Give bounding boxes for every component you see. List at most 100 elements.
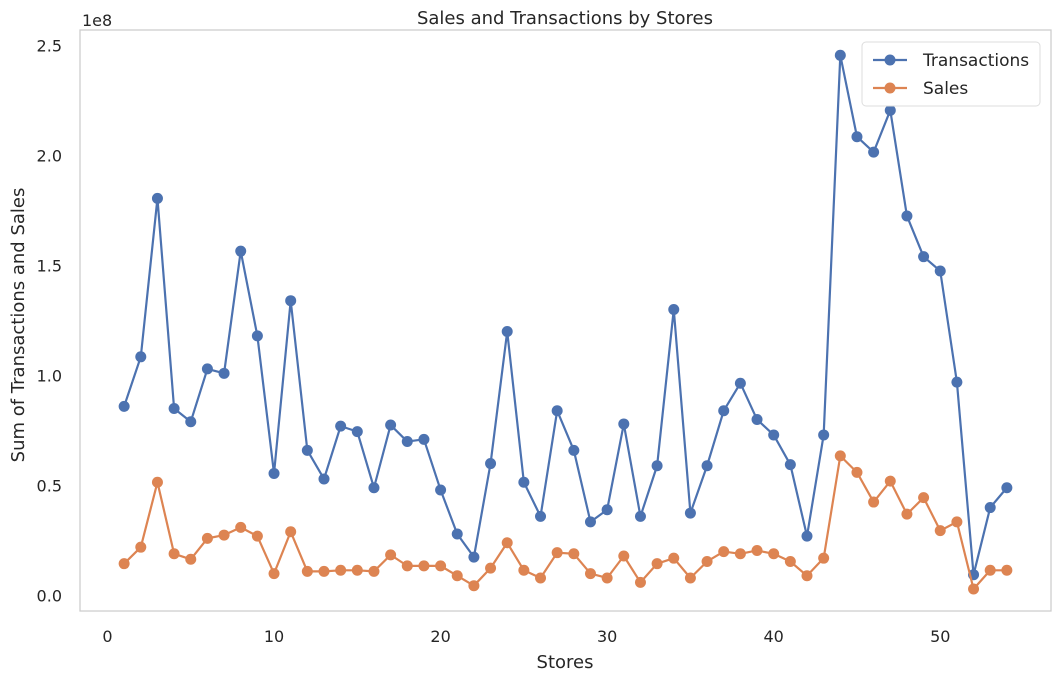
data-point: [834, 49, 846, 61]
data-point: [451, 528, 463, 540]
data-point: [301, 565, 313, 577]
data-point: [268, 568, 280, 580]
data-point: [934, 525, 946, 537]
data-point: [868, 146, 880, 158]
data-point: [368, 565, 380, 577]
data-point: [934, 265, 946, 277]
data-point: [751, 544, 763, 556]
data-point: [318, 473, 330, 485]
data-point: [1001, 564, 1013, 576]
data-point: [601, 572, 613, 584]
data-point: [201, 363, 213, 375]
data-point: [884, 104, 896, 116]
data-point: [784, 459, 796, 471]
data-point: [518, 476, 530, 488]
data-point: [818, 429, 830, 441]
data-point: [151, 476, 163, 488]
data-point: [301, 444, 313, 456]
y-tick-label: 2.0: [37, 146, 62, 165]
data-point: [668, 304, 680, 315]
data-point: [351, 564, 363, 576]
data-point: [801, 530, 813, 542]
legend-sales-marker: [884, 82, 896, 94]
data-point: [135, 351, 147, 363]
data-point: [468, 551, 480, 563]
data-point: [251, 530, 263, 542]
data-point: [335, 420, 347, 432]
data-point: [368, 482, 380, 494]
data-point: [251, 330, 263, 342]
data-point: [201, 532, 213, 544]
data-point: [435, 484, 447, 496]
data-point: [568, 444, 580, 456]
data-point: [485, 562, 497, 574]
data-point: [684, 572, 696, 584]
x-tick-label: 50: [930, 627, 950, 646]
plot-area: [79, 29, 1052, 612]
data-point: [868, 496, 880, 508]
data-point: [535, 572, 547, 584]
data-point: [701, 555, 713, 567]
series-layer: [118, 49, 1013, 595]
data-point: [568, 548, 580, 560]
data-point: [468, 580, 480, 592]
data-point: [718, 546, 730, 558]
data-point: [768, 548, 780, 560]
data-point: [818, 552, 830, 564]
data-point: [501, 326, 513, 337]
x-axis-label: Stores: [537, 652, 594, 673]
data-point: [168, 548, 180, 560]
data-point: [634, 576, 646, 588]
data-point: [218, 367, 230, 379]
data-point: [551, 547, 563, 559]
data-point: [535, 510, 547, 522]
data-point: [684, 507, 696, 519]
data-point: [918, 251, 930, 263]
data-point: [385, 549, 397, 561]
data-point: [651, 460, 663, 472]
data-point: [984, 502, 996, 514]
data-point: [784, 555, 796, 567]
data-point: [951, 516, 963, 528]
data-point: [485, 458, 497, 470]
data-point: [151, 192, 163, 204]
data-point: [851, 131, 863, 143]
legend-sales-label: Sales: [923, 79, 968, 99]
data-point: [185, 416, 197, 428]
data-point: [135, 541, 147, 553]
data-point: [634, 510, 646, 522]
y-tick-label: 1.5: [37, 256, 62, 275]
data-point: [768, 429, 780, 441]
data-point: [618, 550, 630, 562]
legend-transactions-label: Transactions: [922, 51, 1029, 71]
data-point: [318, 565, 330, 577]
x-tick-label: 0: [102, 627, 112, 646]
series-transactions: [118, 49, 1013, 581]
data-point: [734, 377, 746, 389]
data-point: [285, 295, 297, 307]
data-point: [418, 433, 430, 445]
data-point: [1001, 482, 1013, 494]
data-point: [451, 570, 463, 582]
data-point: [834, 450, 846, 462]
data-point: [168, 403, 180, 415]
data-point: [401, 560, 413, 572]
data-point: [951, 376, 963, 388]
data-point: [751, 414, 763, 426]
data-point: [901, 210, 913, 222]
data-point: [335, 564, 347, 576]
data-point: [218, 529, 230, 541]
data-point: [701, 460, 713, 472]
data-point: [501, 537, 513, 549]
data-point: [435, 560, 447, 572]
data-point: [651, 558, 663, 570]
data-point: [418, 560, 430, 572]
y-tick-label: 1.0: [37, 367, 62, 386]
series-sales: [118, 450, 1013, 595]
data-point: [185, 553, 197, 565]
y-tick-label: 2.5: [37, 36, 62, 55]
y-axis-offset-text: 1e8: [82, 11, 112, 30]
data-point: [584, 516, 596, 528]
data-point: [601, 504, 613, 516]
